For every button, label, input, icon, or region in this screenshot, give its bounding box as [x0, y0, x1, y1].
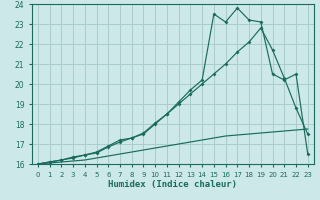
X-axis label: Humidex (Indice chaleur): Humidex (Indice chaleur) — [108, 180, 237, 189]
